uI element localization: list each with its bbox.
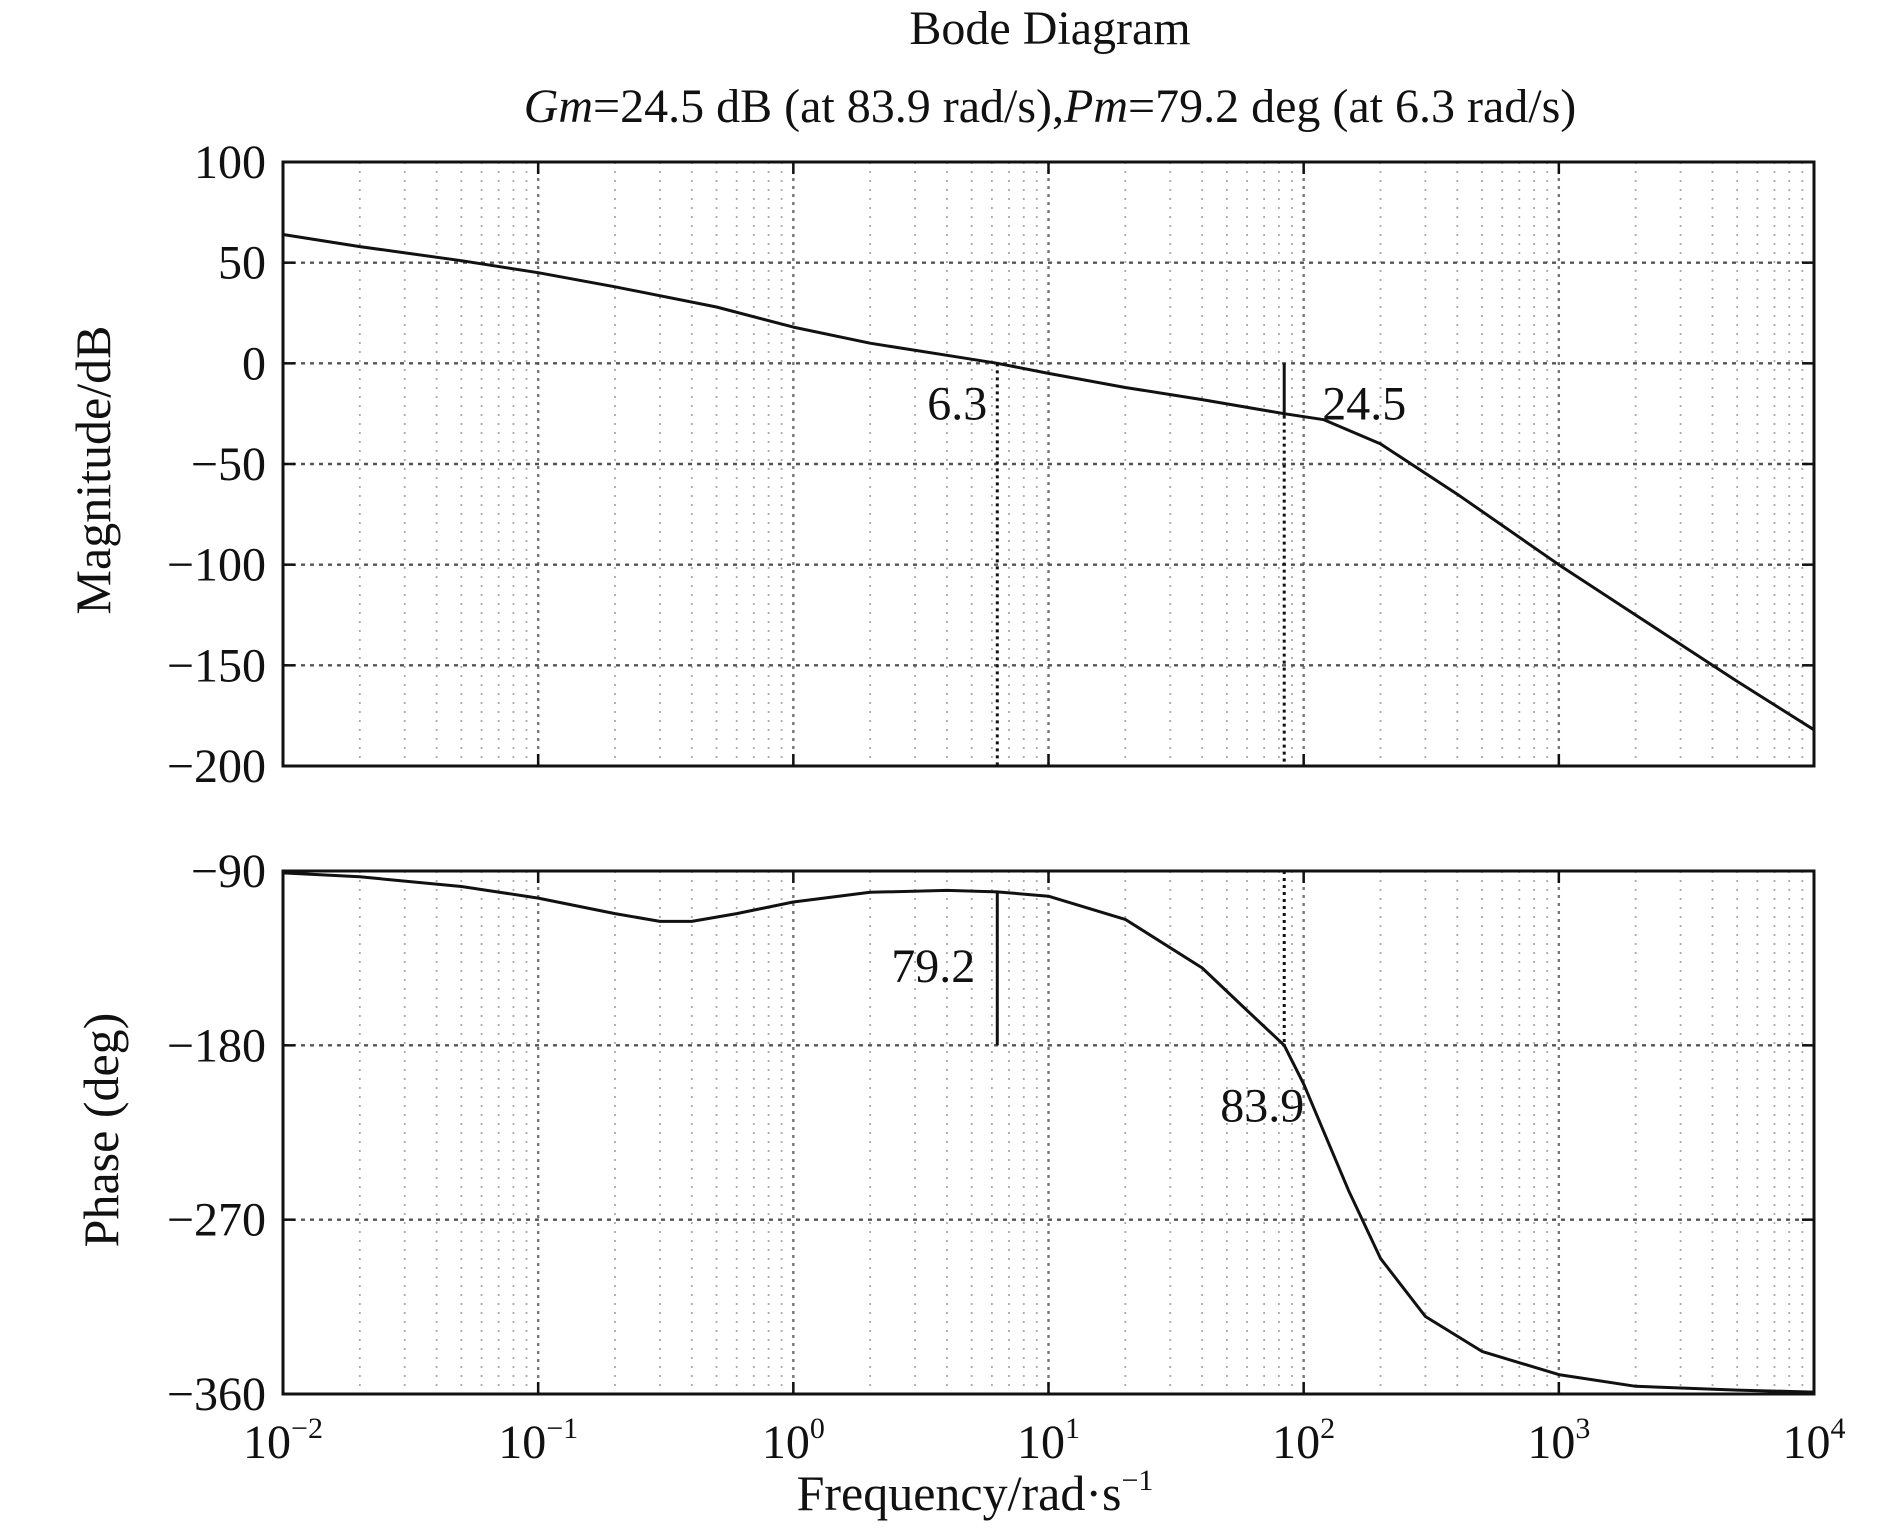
x-tick-label-exp: 1 bbox=[1065, 1412, 1080, 1445]
phase-y-tick-label: −360 bbox=[167, 1368, 266, 1421]
x-axis-label: Frequency/rad·s−1 bbox=[797, 1464, 1154, 1521]
x-tick-label-base: 10 bbox=[1783, 1416, 1831, 1469]
gm-symbol: Gm bbox=[524, 80, 593, 133]
chart-subtitle: Gm=24.5 dB (at 83.9 rad/s),Pm=79.2 deg (… bbox=[524, 80, 1577, 133]
magnitude-curve-group bbox=[282, 233, 1815, 732]
magnitude-y-tick-label: 0 bbox=[242, 337, 266, 390]
magnitude-markers bbox=[995, 363, 1286, 766]
phase-y-label: Phase (deg) bbox=[73, 1013, 129, 1248]
gain-crossover-label: 83.9 bbox=[1220, 1079, 1304, 1132]
magnitude-curve bbox=[282, 233, 1815, 732]
phase-crossover-label: 6.3 bbox=[927, 377, 987, 430]
x-tick-label-exp: −2 bbox=[291, 1412, 323, 1445]
x-tick-label-base: 10 bbox=[1527, 1416, 1575, 1469]
magnitude-annotations: 6.3 24.5 bbox=[927, 377, 1406, 430]
phase-y-tick-label: −180 bbox=[167, 1019, 266, 1072]
magnitude-y-tick-label: −50 bbox=[191, 438, 266, 491]
frequency-x-ticks: 10−2 10−1 100 101 102 103 104 bbox=[243, 162, 1846, 1469]
x-tick-label-exp: 0 bbox=[810, 1412, 825, 1445]
phase-y-tick-label: −270 bbox=[167, 1194, 266, 1247]
phase-y-tick-label: −90 bbox=[191, 845, 266, 898]
x-tick-label: 103 bbox=[1527, 1412, 1590, 1469]
magnitude-y-ticks: 100 50 0 −50 −100 −150 −200 bbox=[167, 136, 1814, 793]
gain-margin-label: 24.5 bbox=[1322, 377, 1406, 430]
phase-y-ticks: −90 −180 −270 −360 bbox=[167, 845, 1814, 1421]
phase-annotations: 79.2 83.9 bbox=[891, 940, 1304, 1133]
magnitude-y-tick-label: 50 bbox=[218, 237, 266, 290]
pm-text: =79.2 deg (at 6.3 rad/s) bbox=[1128, 80, 1576, 133]
phase-markers bbox=[995, 871, 1286, 1046]
gm-text: =24.5 dB (at 83.9 rad/s), bbox=[593, 80, 1064, 133]
magnitude-y-tick-label: 100 bbox=[194, 136, 266, 189]
magnitude-grid bbox=[281, 162, 1816, 766]
x-tick-label-base: 10 bbox=[243, 1416, 291, 1469]
x-tick-label: 104 bbox=[1783, 1412, 1846, 1469]
x-tick-label: 101 bbox=[1017, 1412, 1080, 1469]
phase-grid bbox=[281, 871, 1816, 1394]
x-tick-label: 10−2 bbox=[243, 1412, 323, 1469]
x-axis-label-main: Frequency/rad·s bbox=[797, 1465, 1122, 1521]
x-tick-label: 100 bbox=[762, 1412, 825, 1469]
x-tick-label: 10−1 bbox=[498, 1412, 578, 1469]
magnitude-y-label: Magnitude/dB bbox=[65, 326, 121, 615]
x-tick-label-base: 10 bbox=[498, 1416, 546, 1469]
x-tick-label-exp: 3 bbox=[1575, 1412, 1590, 1445]
x-tick-label-exp: 2 bbox=[1320, 1412, 1335, 1445]
phase-curve bbox=[282, 871, 1815, 1394]
magnitude-y-tick-label: −200 bbox=[167, 740, 266, 793]
x-tick-label-base: 10 bbox=[1272, 1416, 1320, 1469]
phase-panel: −90 −180 −270 −360 79.2 83.9 Phase (deg) bbox=[73, 845, 1816, 1421]
phase-curve-group bbox=[282, 871, 1815, 1394]
x-tick-label-base: 10 bbox=[1017, 1416, 1065, 1469]
pm-symbol: Pm bbox=[1063, 80, 1128, 133]
phase-margin-label: 79.2 bbox=[891, 940, 975, 993]
x-axis-label-exp: −1 bbox=[1121, 1464, 1153, 1497]
x-tick-label-base: 10 bbox=[762, 1416, 810, 1469]
x-tick-label-exp: 4 bbox=[1831, 1412, 1846, 1445]
x-tick-label-exp: −1 bbox=[546, 1412, 578, 1445]
magnitude-panel: 100 50 0 −50 −100 −150 −200 6.3 24.5 Magnitude/… bbox=[65, 136, 1816, 793]
chart-title: Bode Diagram bbox=[909, 2, 1190, 55]
x-tick-label: 102 bbox=[1272, 1412, 1335, 1469]
magnitude-y-tick-label: −150 bbox=[167, 639, 266, 692]
magnitude-y-tick-label: −100 bbox=[167, 539, 266, 592]
